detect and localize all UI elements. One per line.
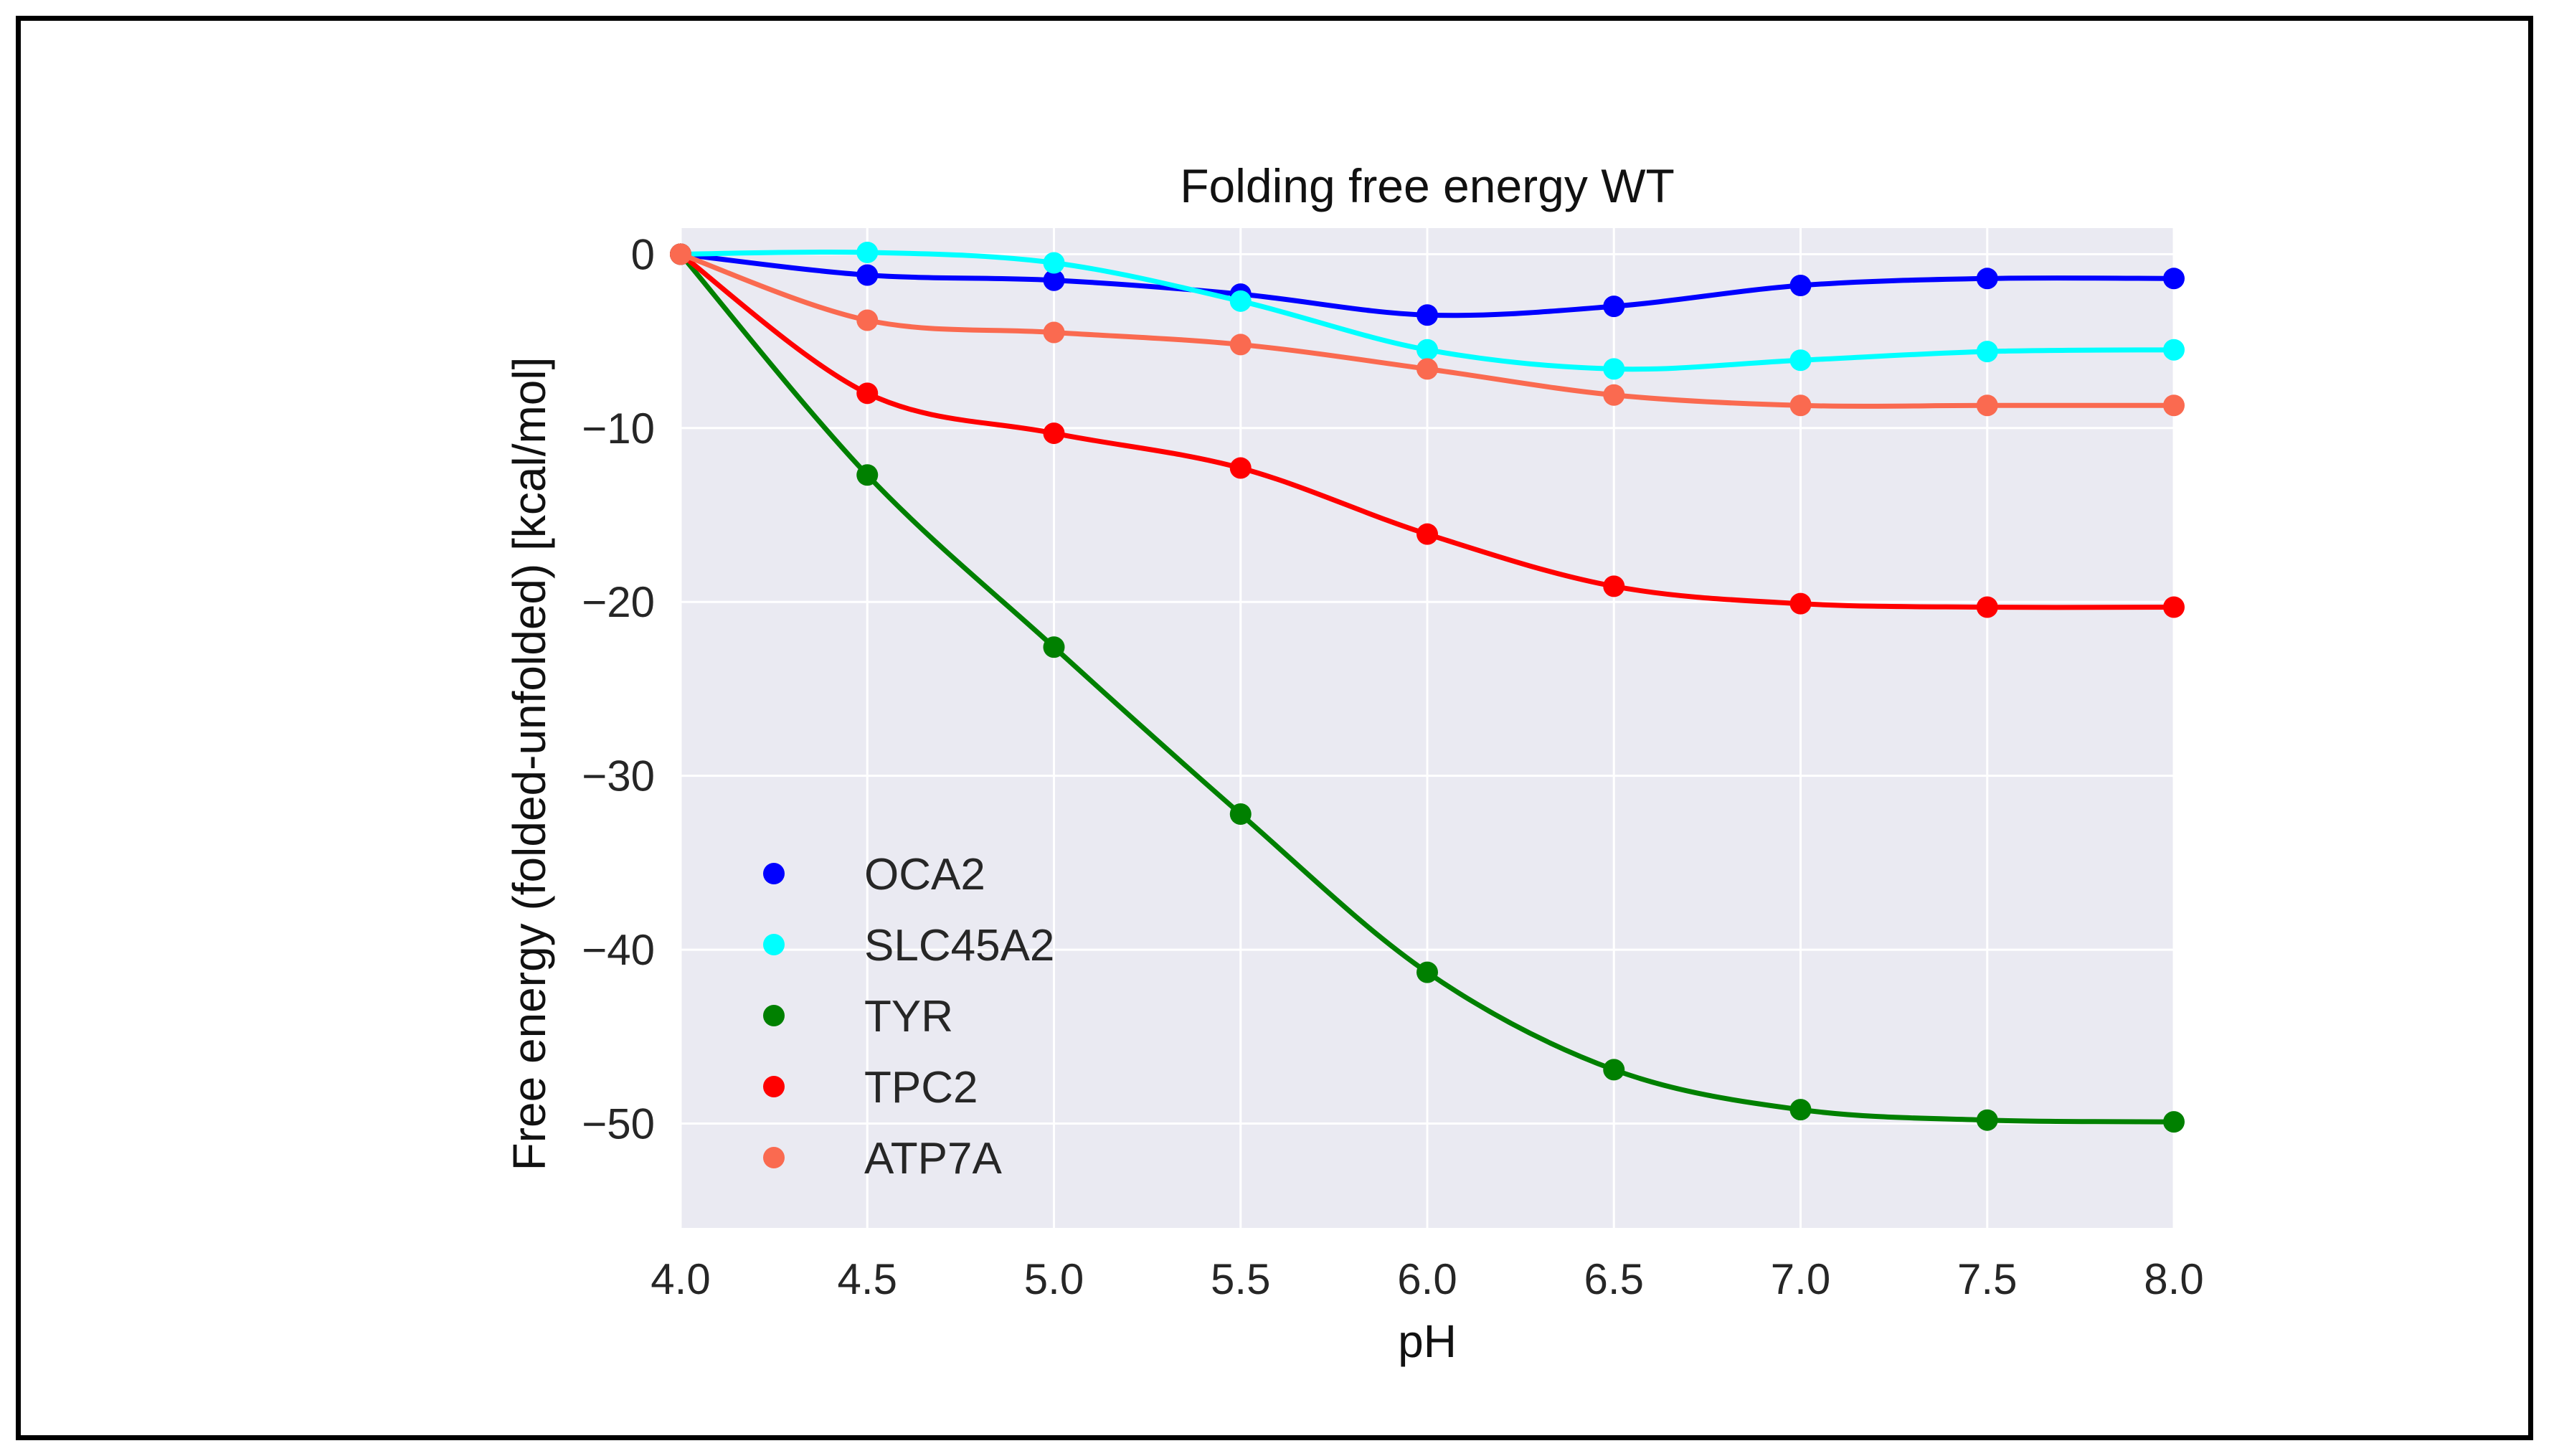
x-tick-label: 4.5 — [838, 1255, 897, 1303]
data-point-tyr — [1416, 961, 1438, 983]
y-axis-ticks: 0 −10 −20 −30 −40 −50 — [582, 230, 655, 1148]
data-point-slc45a2 — [1043, 252, 1065, 274]
x-tick-label: 8.0 — [2144, 1255, 2203, 1303]
data-point-atp7a — [856, 309, 879, 331]
y-tick-label: −20 — [582, 578, 655, 626]
data-point-tyr — [1789, 1099, 1812, 1121]
legend-marker-tyr — [763, 1005, 785, 1026]
data-point-tyr — [1229, 803, 1252, 826]
legend-label-tyr: TYR — [864, 992, 953, 1041]
legend-label-atp7a: ATP7A — [864, 1134, 1002, 1183]
data-point-tyr — [856, 464, 879, 486]
x-tick-label: 6.0 — [1397, 1255, 1457, 1303]
legend: OCA2 SLC45A2 TYR TPC2 ATP7A — [763, 850, 1054, 1183]
data-point-atp7a — [1043, 321, 1065, 344]
x-tick-label: 7.5 — [1957, 1255, 2017, 1303]
data-point-atp7a — [2163, 394, 2185, 417]
x-tick-label: 7.0 — [1771, 1255, 1830, 1303]
x-axis-ticks: 4.0 4.5 5.0 5.5 6.0 6.5 7.0 7.5 8.0 — [651, 1255, 2203, 1303]
data-point-tyr — [1976, 1109, 1998, 1131]
data-point-tpc2 — [1976, 596, 1998, 618]
legend-label-oca2: OCA2 — [864, 850, 985, 899]
y-axis-label: Free energy (folded-unfolded) [kcal/mol] — [503, 357, 555, 1171]
x-tick-label: 5.0 — [1024, 1255, 1084, 1303]
data-point-tyr — [2163, 1111, 2185, 1133]
y-tick-label: −30 — [582, 752, 655, 800]
series-layer — [670, 241, 2185, 1133]
data-point-atp7a — [1603, 384, 1625, 406]
y-tick-label: 0 — [631, 230, 655, 278]
x-tick-label: 5.5 — [1211, 1255, 1270, 1303]
data-point-slc45a2 — [2163, 339, 2185, 361]
data-point-tpc2 — [1789, 592, 1812, 615]
legend-marker-atp7a — [763, 1147, 785, 1168]
data-point-tpc2 — [1416, 523, 1438, 545]
data-point-oca2 — [1789, 275, 1812, 297]
data-point-tyr — [1603, 1059, 1625, 1081]
data-point-oca2 — [1416, 304, 1438, 326]
data-point-atp7a — [1229, 334, 1252, 356]
data-point-oca2 — [856, 264, 879, 286]
series-atp7a — [670, 243, 2185, 417]
data-point-tpc2 — [1603, 575, 1625, 597]
legend-marker-slc45a2 — [763, 934, 785, 955]
chart-title: Folding free energy WT — [1180, 159, 1675, 212]
data-point-atp7a — [1976, 394, 1998, 417]
data-point-slc45a2 — [1229, 290, 1252, 312]
data-point-tyr — [1043, 636, 1065, 658]
legend-label-tpc2: TPC2 — [864, 1063, 978, 1112]
series-line-tyr — [678, 252, 2175, 1125]
x-tick-label: 4.0 — [651, 1255, 710, 1303]
data-point-slc45a2 — [1976, 341, 1998, 363]
data-point-tpc2 — [2163, 596, 2185, 618]
x-axis-label: pH — [1398, 1315, 1457, 1367]
legend-marker-oca2 — [763, 863, 785, 884]
data-point-tpc2 — [856, 382, 879, 405]
data-point-atp7a — [1789, 394, 1812, 417]
data-point-tpc2 — [1229, 457, 1252, 479]
x-tick-label: 6.5 — [1584, 1255, 1644, 1303]
data-point-oca2 — [1043, 269, 1065, 291]
data-point-slc45a2 — [856, 241, 879, 263]
data-point-slc45a2 — [1603, 358, 1625, 380]
data-point-tpc2 — [1043, 422, 1065, 445]
data-point-slc45a2 — [1416, 339, 1438, 361]
y-tick-label: −10 — [582, 405, 655, 453]
data-point-atp7a — [1416, 358, 1438, 380]
legend-marker-tpc2 — [763, 1076, 785, 1097]
y-tick-label: −50 — [582, 1100, 655, 1148]
legend-label-slc45a2: SLC45A2 — [864, 921, 1054, 970]
data-point-oca2 — [1976, 268, 1998, 290]
data-point-slc45a2 — [1789, 349, 1812, 372]
y-tick-label: −40 — [582, 926, 655, 974]
data-point-atp7a — [670, 243, 691, 265]
data-point-oca2 — [2163, 268, 2185, 290]
data-point-oca2 — [1603, 296, 1625, 318]
